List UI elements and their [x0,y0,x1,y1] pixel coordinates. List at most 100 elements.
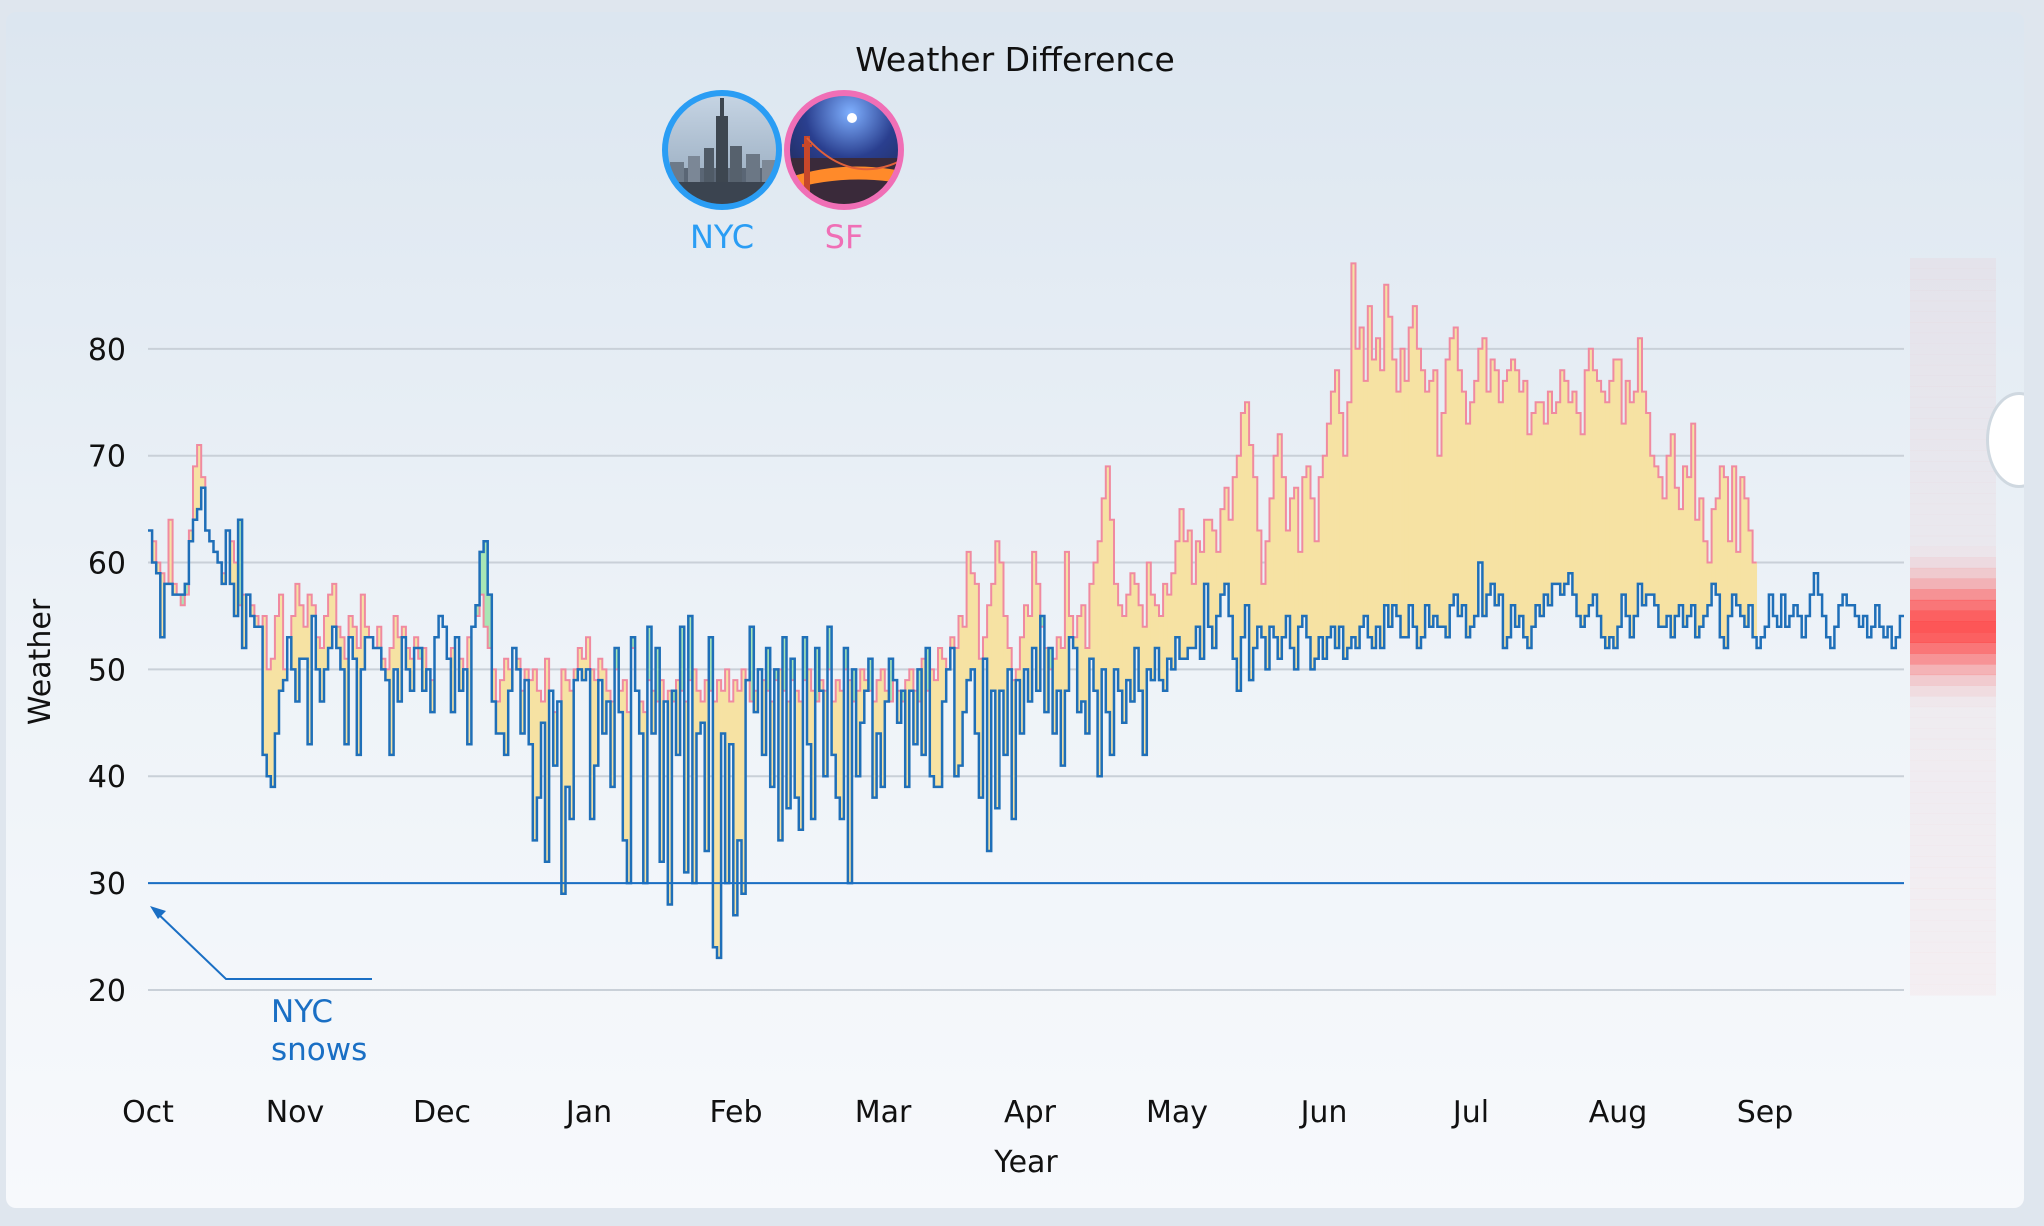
fill-day-278 [1285,530,1291,616]
fill-day-217 [1036,583,1041,691]
y-tick-20: 20 [88,974,126,1009]
fill-day-39 [307,594,313,745]
fill-day-118 [631,637,636,649]
fill-day-381 [1707,562,1713,606]
fill-day-201 [970,573,976,670]
fill-day-162 [811,690,816,819]
heat-cell-41 [1910,760,1996,772]
fill-day-251 [1175,541,1180,638]
fill-day-379 [1699,498,1704,627]
y-axis-label: Weather [23,598,58,725]
nyc-skyline-icon [662,90,782,210]
heat-cell-53 [1910,632,1996,643]
fill-day-304 [1392,359,1397,606]
fill-day-337 [1527,434,1532,649]
heat-cell-62 [1910,535,1996,547]
fill-day-334 [1515,370,1520,627]
fill-day-208 [999,562,1004,691]
fill-day-151 [766,648,771,691]
fill-day-188 [917,669,923,702]
fill-day-290 [1335,370,1340,649]
fill-day-45 [332,583,337,627]
fill-day-144 [737,690,742,841]
fill-day-210 [1007,648,1013,670]
fill-day-346 [1564,380,1569,584]
fill-day-239 [1126,594,1131,681]
fill-day-313 [1429,380,1434,627]
fill-day-52 [360,594,366,670]
fill-day-99 [553,712,558,766]
heat-cell-69 [1910,461,1996,472]
nyc-legend-avatar[interactable] [660,88,784,212]
fill-day-31 [274,615,280,734]
x-tick-mar: Mar [855,1095,912,1130]
heat-cell-22 [1910,963,1996,975]
fill-day-109 [594,680,599,766]
fill-day-227 [1077,615,1082,713]
heat-cell-71 [1910,439,1996,451]
fill-day-300 [1375,338,1381,627]
fill-day-298 [1367,306,1373,638]
fill-day-289 [1330,391,1336,627]
fill-day-9 [184,583,190,595]
fill-day-53 [364,626,370,638]
fill-day-194 [942,658,947,702]
heat-cell-65 [1910,503,1996,515]
fill-day-28 [262,615,268,755]
fill-day-344 [1556,402,1561,584]
heat-cell-20 [1910,984,1996,996]
fill-day-62 [401,626,407,638]
heat-cell-32 [1910,856,1996,868]
heat-cell-74 [1910,407,1996,419]
fill-day-29 [266,669,272,777]
sf-legend-avatar[interactable] [782,88,906,212]
fill-day-167 [831,701,837,755]
fill-day-38 [303,626,309,659]
fill-day-169 [839,690,845,819]
fill-day-231 [1093,562,1099,691]
fill-day-341 [1543,423,1549,595]
fill-day-12 [197,445,202,510]
fill-day-209 [1003,615,1008,755]
heat-cell-23 [1910,952,1996,964]
fill-day-303 [1388,316,1393,627]
fill-day-148 [753,690,759,713]
fill-day-11 [193,466,198,520]
fill-day-288 [1326,423,1332,638]
fill-day-235 [1109,519,1115,755]
heat-cell-31 [1910,867,1996,879]
fill-day-95 [536,690,542,798]
fill-day-93 [528,680,534,745]
fill-day-131 [684,701,689,873]
fill-day-353 [1592,370,1598,595]
fill-day-221 [1052,658,1058,734]
fill-day-273 [1265,541,1270,670]
fill-day-387 [1732,466,1737,595]
fill-day-197 [954,648,959,777]
heat-cell-46 [1910,706,1996,718]
fill-day-103 [569,690,575,819]
fill-day-242 [1138,605,1144,691]
heat-cell-38 [1910,792,1996,804]
fill-day-91 [520,690,525,734]
fill-day-355 [1601,391,1606,638]
fill-day-320 [1457,370,1463,616]
fill-day-189 [921,658,927,755]
fill-day-57 [381,658,386,670]
heat-cell-64 [1910,514,1996,526]
fill-day-200 [966,551,972,681]
fill-day-372 [1670,434,1676,638]
fill-day-286 [1318,477,1324,638]
y-tick-70: 70 [88,440,126,475]
fill-day-92 [524,669,530,681]
x-tick-aug: Aug [1589,1095,1648,1130]
fill-day-371 [1666,455,1672,616]
fill-day-122 [647,626,652,681]
fill-day-248 [1163,583,1168,691]
heat-cell-56 [1910,599,1996,611]
fill-day-136 [704,680,710,852]
fill-day-111 [602,669,607,734]
fill-day-5 [168,519,173,584]
fill-day-309 [1412,306,1418,627]
heat-cell-30 [1910,877,1996,889]
